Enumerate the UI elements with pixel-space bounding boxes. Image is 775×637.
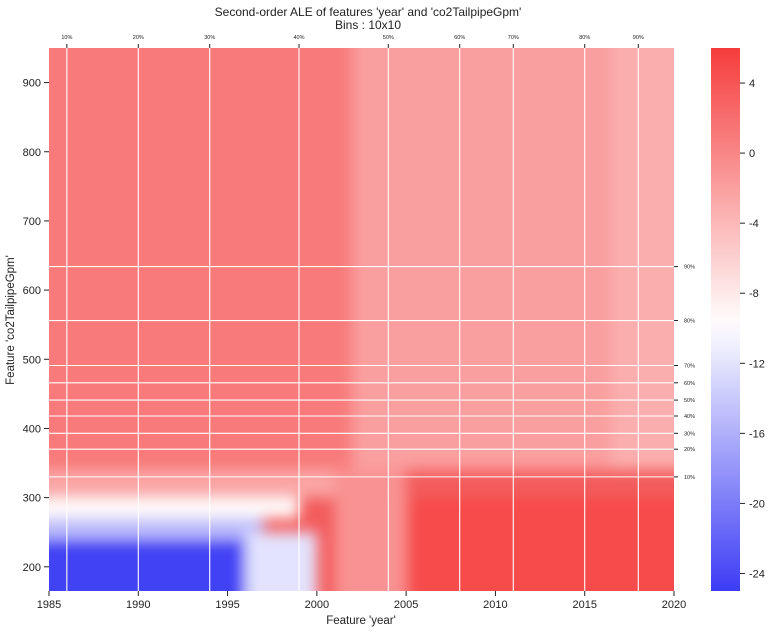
x-quantile-label-8: 80% (579, 35, 590, 41)
y-tick-label-8: 900 (23, 78, 41, 90)
y-tick-label-5: 600 (23, 285, 41, 297)
x-tick-label-6: 2010 (483, 599, 507, 611)
colorbar-gradient (711, 48, 740, 591)
heat-blend (0, 13, 775, 632)
x-quantile-label-9: 90% (633, 35, 644, 41)
y-axis-label: Feature 'co2TailpipeGpm' (5, 255, 17, 385)
heat-region-band-left (0, 470, 335, 498)
plot-area (0, 13, 775, 632)
colorbar-ticks: -24 -20 -16 -12 -8 -4 0 4 (740, 78, 765, 580)
heatmap-surface (0, 13, 775, 632)
colorbar-tick-label-2: -20 (749, 498, 765, 510)
y-quantile-label-7: 70% (684, 363, 695, 369)
x-tick-label-3: 1995 (215, 599, 239, 611)
colorbar-tick-label-6: -4 (749, 218, 759, 230)
y-quantile-label-8: 80% (684, 319, 695, 325)
colorbar-tick-label-4: -12 (749, 358, 765, 370)
heat-region-upper-left (0, 13, 353, 470)
x-axis-label: Feature 'year' (326, 615, 396, 627)
heat-region-low-core (0, 539, 245, 632)
x-tick-label-2: 1990 (126, 599, 150, 611)
x-tick-label-5: 2005 (394, 599, 418, 611)
y-tick-label-2: 300 (23, 493, 41, 505)
chart-title: Second-order ALE of features 'year' and … (215, 5, 522, 19)
y-quantile-label-9: 90% (684, 265, 695, 271)
heat-region-upper-mid (353, 13, 612, 470)
y-quantile-label-5: 50% (684, 398, 695, 404)
x-quantile-label-1: 10% (61, 35, 72, 41)
y-axis: 200 300 400 500 600 700 800 900 (23, 78, 49, 574)
colorbar-tick-label-5: -8 (749, 288, 759, 300)
heat-region-low-band (0, 498, 299, 519)
x-quantile-labels: 10% 20% 30% 40% 50% 60% 70% 80% 90% (61, 35, 644, 48)
colorbar-tick-label-1: -24 (749, 568, 765, 580)
colorbar-tick-label-7: 0 (749, 148, 755, 160)
x-quantile-label-2: 20% (133, 35, 144, 41)
x-quantile-label-4: 40% (293, 35, 304, 41)
y-quantile-label-2: 20% (684, 447, 695, 453)
y-tick-label-4: 500 (23, 354, 41, 366)
y-tick-label-1: 200 (23, 562, 41, 574)
y-quantile-label-6: 60% (684, 381, 695, 387)
x-quantile-label-3: 30% (204, 35, 215, 41)
x-tick-label-7: 2015 (572, 599, 596, 611)
colorbar-tick-label-8: 4 (749, 78, 755, 90)
x-quantile-label-5: 50% (383, 35, 394, 41)
y-tick-label-3: 400 (23, 423, 41, 435)
heat-region-low-edge (245, 532, 316, 632)
x-axis: 1985 1990 1995 2000 2005 2010 2015 2020 (37, 591, 686, 611)
x-tick-label-1: 1985 (37, 599, 61, 611)
y-tick-label-6: 700 (23, 216, 41, 228)
colorbar: -24 -20 -16 -12 -8 -4 0 4 (711, 48, 765, 591)
y-quantile-label-3: 30% (684, 431, 695, 437)
y-tick-label-7: 800 (23, 147, 41, 159)
y-quantile-label-4: 40% (684, 414, 695, 420)
x-quantile-label-6: 60% (454, 35, 465, 41)
y-quantile-label-1: 10% (684, 475, 695, 481)
y-quantile-labels: 10% 20% 30% 40% 50% 60% 70% 80% 90% (674, 265, 695, 481)
heat-region-low-fade (0, 518, 263, 539)
x-tick-label-4: 2000 (305, 599, 329, 611)
colorbar-tick-label-3: -16 (749, 428, 765, 440)
x-quantile-label-7: 70% (508, 35, 519, 41)
x-tick-label-8: 2020 (662, 599, 686, 611)
chart-subtitle: Bins : 10x10 (335, 18, 401, 32)
